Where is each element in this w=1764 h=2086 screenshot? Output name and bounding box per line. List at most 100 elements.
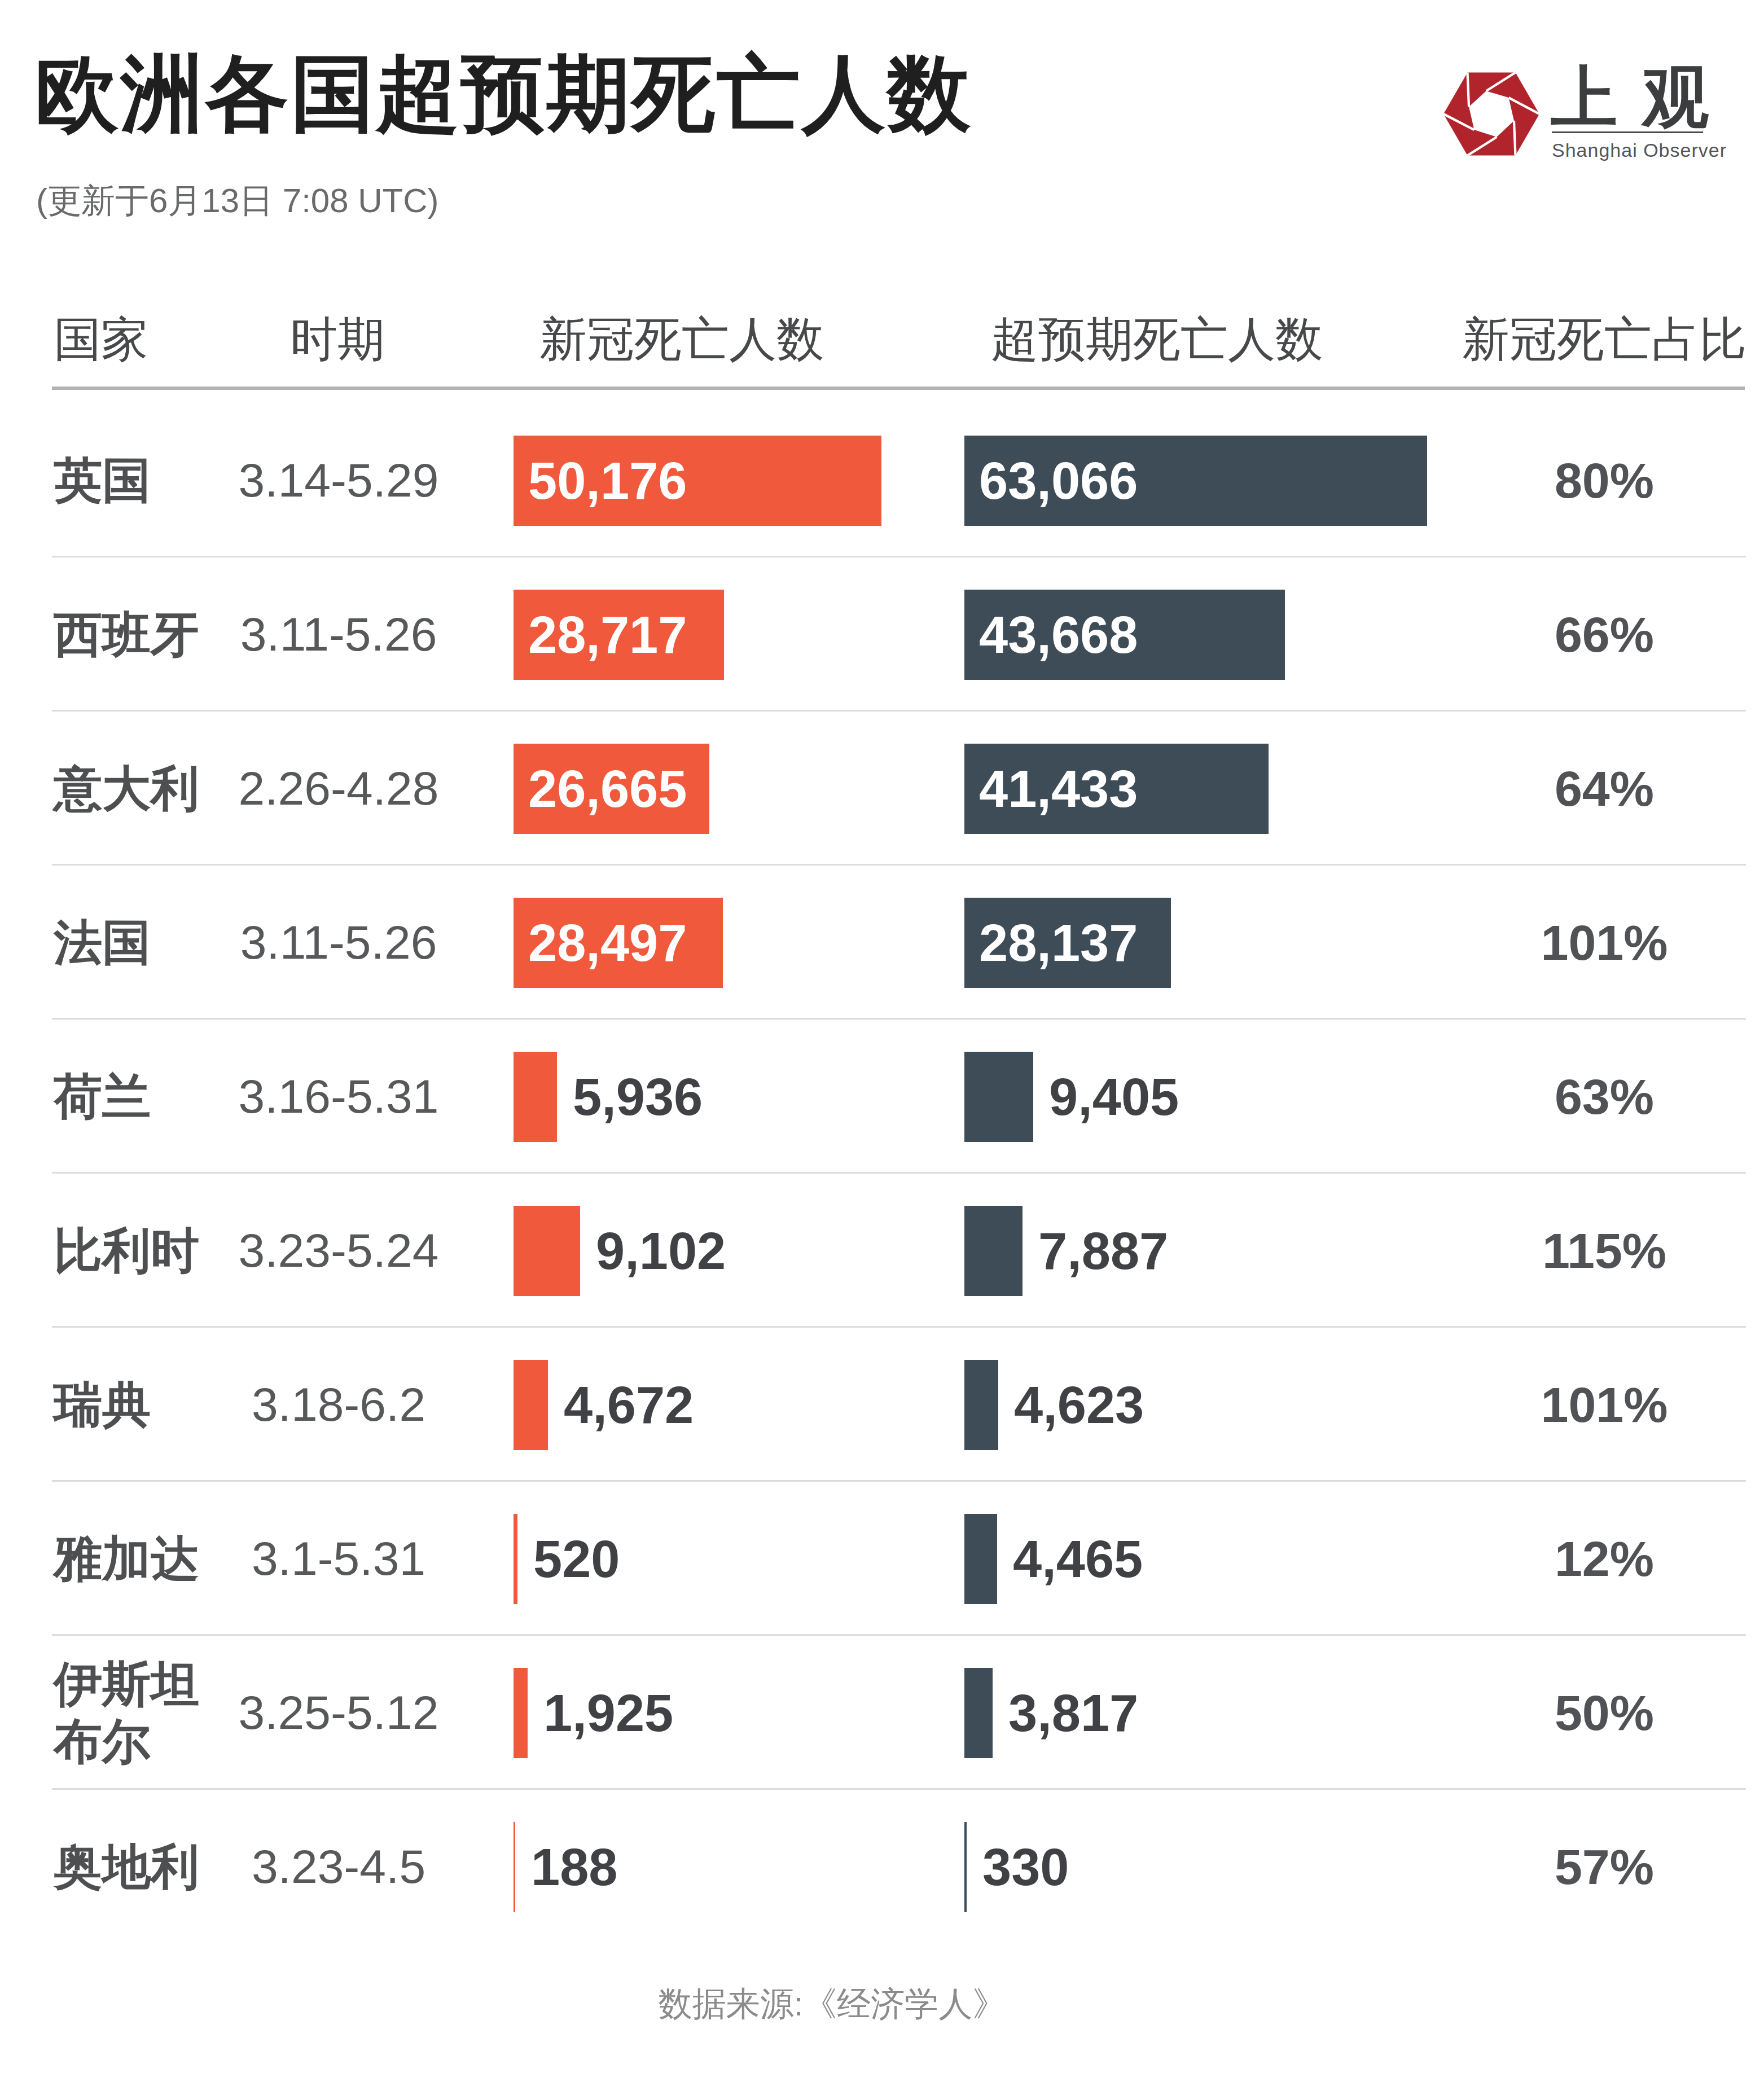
country-label: 伊斯坦布尔: [54, 1636, 241, 1790]
covid-bar-cell: 9,102: [514, 1174, 964, 1328]
ratio-label: 80%: [1490, 403, 1719, 557]
excess-bar: [964, 1360, 998, 1450]
table-row: 瑞典 3.18-6.2 4,672 4,623 101%: [0, 1328, 1764, 1482]
covid-bar: 50,176: [514, 436, 881, 526]
logo-cn-wordmark: 上观: [1551, 53, 1734, 143]
logo-en-wordmark: Shanghai Observer: [1552, 139, 1727, 161]
country-label: 西班牙: [54, 557, 241, 712]
table-row: 英国 3.14-5.29 50,176 63,066 80%: [0, 403, 1764, 557]
table-row: 奥地利 3.23-4.5 188 330 57%: [0, 1790, 1764, 1944]
logo-aperture-icon: [1443, 72, 1539, 156]
excess-bar-cell: 41,433: [964, 712, 1490, 866]
excess-value-label: 43,668: [979, 605, 1138, 664]
column-header-covid-deaths: 新冠死亡人数: [539, 308, 824, 372]
country-label: 奥地利: [54, 1790, 241, 1944]
excess-bar: [964, 1052, 1033, 1142]
column-header-country: 国家: [54, 308, 148, 372]
covid-value-label: 520: [533, 1529, 620, 1588]
table-row: 西班牙 3.11-5.26 28,717 43,668 66%: [0, 557, 1764, 712]
period-label: 3.18-6.2: [243, 1328, 435, 1482]
ratio-label: 66%: [1490, 557, 1719, 712]
ratio-label: 12%: [1490, 1482, 1719, 1636]
covid-bar: [514, 1514, 517, 1604]
period-label: 3.11-5.26: [243, 866, 435, 1020]
country-label: 比利时: [54, 1174, 241, 1328]
period-label: 3.11-5.26: [243, 557, 435, 712]
covid-bar: 28,717: [514, 590, 724, 680]
ratio-label: 63%: [1490, 1020, 1719, 1174]
update-timestamp: (更新于6月13日 7:08 UTC): [36, 178, 439, 224]
excess-value-label: 41,433: [979, 759, 1138, 818]
covid-bar-cell: 520: [514, 1482, 964, 1636]
ratio-label: 57%: [1490, 1790, 1719, 1944]
excess-bar: 43,668: [964, 590, 1285, 680]
period-label: 3.23-4.5: [243, 1790, 435, 1944]
table-row: 比利时 3.23-5.24 9,102 7,887 115%: [0, 1174, 1764, 1328]
covid-bar-cell: 50,176: [514, 403, 964, 557]
ratio-label: 50%: [1490, 1636, 1719, 1790]
covid-value-label: 28,717: [528, 605, 687, 664]
excess-value-label: 330: [982, 1837, 1069, 1896]
country-label: 荷兰: [54, 1020, 241, 1174]
covid-bar: [514, 1668, 528, 1758]
table-row: 法国 3.11-5.26 28,497 28,137 101%: [0, 866, 1764, 1020]
excess-bar-cell: 43,668: [964, 557, 1490, 712]
covid-bar-cell: 1,925: [514, 1636, 964, 1790]
covid-bar-cell: 188: [514, 1790, 964, 1944]
covid-value-label: 9,102: [596, 1221, 726, 1280]
covid-bar: [514, 1206, 580, 1296]
covid-value-label: 1,925: [543, 1683, 673, 1742]
covid-bar: 26,665: [514, 744, 709, 834]
country-label: 雅加达: [54, 1482, 241, 1636]
column-header-period: 时期: [290, 308, 385, 372]
covid-value-label: 4,672: [564, 1375, 694, 1434]
excess-bar-cell: 7,887: [964, 1174, 1490, 1328]
period-label: 3.25-5.12: [243, 1636, 435, 1790]
excess-value-label: 28,137: [979, 913, 1138, 972]
excess-bar: [964, 1668, 993, 1758]
period-label: 3.14-5.29: [243, 403, 435, 557]
excess-bar: 63,066: [964, 436, 1427, 526]
country-label: 英国: [54, 403, 241, 557]
covid-value-label: 50,176: [528, 451, 687, 510]
covid-value-label: 28,497: [528, 913, 687, 972]
page-title: 欧洲各国超预期死亡人数: [35, 38, 972, 151]
excess-bar-cell: 4,465: [964, 1482, 1490, 1636]
covid-bar: [514, 1822, 515, 1912]
table-row: 荷兰 3.16-5.31 5,936 9,405 63%: [0, 1020, 1764, 1174]
column-header-excess-deaths: 超预期死亡人数: [991, 308, 1323, 372]
excess-bar-cell: 9,405: [964, 1020, 1490, 1174]
covid-value-label: 26,665: [528, 759, 687, 818]
covid-bar: [514, 1052, 557, 1142]
covid-bar: [514, 1360, 548, 1450]
excess-bar-cell: 28,137: [964, 866, 1490, 1020]
period-label: 3.16-5.31: [243, 1020, 435, 1174]
covid-bar-cell: 26,665: [514, 712, 964, 866]
infographic-page: 欧洲各国超预期死亡人数 (更新于6月13日 7:08 UTC) 上观 Shang…: [0, 0, 1764, 2086]
excess-bar-cell: 330: [964, 1790, 1490, 1944]
covid-bar-cell: 5,936: [514, 1020, 964, 1174]
covid-bar-cell: 28,717: [514, 557, 964, 712]
excess-value-label: 7,887: [1038, 1221, 1168, 1280]
ratio-label: 64%: [1490, 712, 1719, 866]
ratio-label: 115%: [1490, 1174, 1719, 1328]
period-label: 3.23-5.24: [243, 1174, 435, 1328]
logo-divider: [1552, 131, 1703, 133]
country-label: 法国: [54, 866, 241, 1020]
covid-value-label: 188: [531, 1837, 618, 1896]
period-label: 3.1-5.31: [243, 1482, 435, 1636]
excess-value-label: 4,623: [1014, 1375, 1144, 1434]
excess-bar: 41,433: [964, 744, 1269, 834]
excess-value-label: 3,817: [1008, 1683, 1138, 1742]
excess-bar: [964, 1514, 997, 1604]
covid-bar: 28,497: [514, 898, 723, 988]
source-note: 数据来源:《经济学人》: [0, 1982, 1764, 2027]
covid-bar-cell: 4,672: [514, 1328, 964, 1482]
table-row: 伊斯坦布尔 3.25-5.12 1,925 3,817 50%: [0, 1636, 1764, 1790]
period-label: 2.26-4.28: [243, 712, 435, 866]
excess-bar: 28,137: [964, 898, 1171, 988]
country-label: 瑞典: [54, 1328, 241, 1482]
covid-bar-cell: 28,497: [514, 866, 964, 1020]
excess-value-label: 63,066: [979, 451, 1138, 510]
excess-value-label: 4,465: [1013, 1529, 1143, 1588]
